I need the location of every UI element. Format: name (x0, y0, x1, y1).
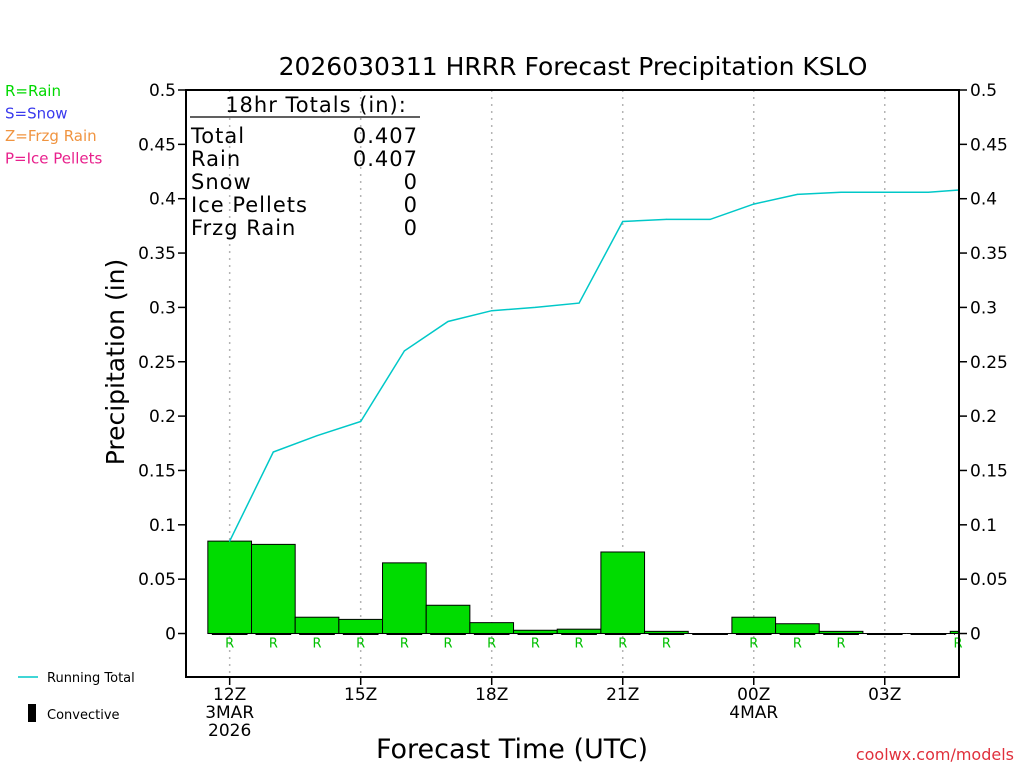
totals-row-label: Total (190, 124, 245, 148)
convective-legend-swatch (28, 704, 36, 722)
y-tick-label-right: 0.2 (970, 407, 997, 427)
y-axis-label: Precipitation (in) (101, 259, 130, 466)
y-tick-label-right: 0.3 (970, 298, 997, 318)
running-total-point (796, 193, 799, 195)
precip-bar (425, 604, 471, 635)
x-tick-label: 12Z (213, 685, 246, 705)
totals-row-label: Ice Pellets (191, 193, 308, 217)
y-tick-label-left: 0.05 (138, 570, 176, 590)
y-tick-label-right: 0.45 (970, 135, 1008, 155)
running-total-point (927, 191, 930, 193)
precip-type-label: R (312, 637, 321, 652)
x-tick-label: 3MAR (205, 703, 254, 723)
precip-bar (600, 551, 646, 635)
running-total-point (491, 310, 493, 312)
totals-row-value: 0.407 (353, 124, 418, 148)
precip-type-label: R (225, 637, 234, 652)
running-total-point (709, 218, 711, 220)
totals-row-label: Snow (191, 170, 252, 194)
running-total-point (534, 306, 536, 309)
x-tick-label: 00Z (737, 685, 770, 705)
running-total-legend-label: Running Total (47, 671, 135, 686)
precip-bar (294, 616, 340, 635)
y-tick-label-right: 0 (970, 625, 981, 645)
y-tick-label-left: 0.2 (149, 407, 176, 427)
precip-type-label: R (269, 637, 278, 652)
x-tick-label: 4MAR (729, 703, 778, 723)
precip-type-label: R (487, 637, 496, 652)
precip-bar (382, 562, 427, 635)
running-total-point (272, 451, 274, 453)
totals-row-value: 0 (404, 193, 418, 217)
y-tick-label-right: 0.1 (970, 516, 997, 536)
precip-type-legend-item: Z=Frzg Rain (5, 127, 97, 145)
y-tick-label-right: 0.4 (970, 190, 997, 210)
precip-type-label: R (793, 637, 802, 652)
chart-title: 2026030311 HRRR Forecast Precipitation K… (279, 52, 868, 81)
x-axis-label: Forecast Time (UTC) (376, 734, 648, 765)
x-tick-label: 21Z (606, 685, 639, 705)
running-total-point (447, 320, 449, 323)
precip-type-label: R (749, 637, 758, 652)
precip-type-legend-item: P=Ice Pellets (5, 150, 102, 168)
y-tick-label-left: 0.35 (138, 244, 176, 264)
totals-row-value: 0.407 (353, 147, 418, 171)
y-tick-label-right: 0.35 (970, 244, 1008, 264)
totals-row-label: Rain (191, 147, 241, 171)
y-tick-label-left: 0 (165, 625, 176, 645)
precip-type-label: R (618, 637, 627, 652)
running-total-point (884, 191, 886, 193)
precip-type-label: R (662, 637, 671, 652)
y-tick-label-left: 0.5 (149, 81, 176, 101)
x-tick-label: 18Z (475, 685, 508, 705)
precip-bar (338, 618, 384, 635)
x-tick-label: 03Z (868, 685, 901, 705)
precip-type-legend-item: R=Rain (5, 82, 61, 100)
precip-bar (775, 623, 820, 635)
running-total-point (622, 220, 624, 223)
running-total-point (753, 203, 755, 205)
totals-row-label: Frzg Rain (191, 216, 296, 240)
y-tick-label-right: 0.5 (970, 81, 997, 101)
y-tick-label-right: 0.25 (970, 353, 1008, 373)
precip-bar (207, 540, 253, 635)
y-tick-label-left: 0.1 (149, 516, 176, 536)
credit-text: coolwx.com/models (856, 745, 1014, 764)
y-tick-label-left: 0.15 (138, 461, 176, 481)
running-total-point (360, 420, 362, 423)
precip-bar (469, 622, 515, 635)
convective-legend-label: Convective (47, 708, 120, 723)
totals-row-value: 0 (404, 216, 418, 240)
precip-type-label: R (531, 637, 540, 652)
precip-bar (731, 616, 777, 635)
x-tick-label: 15Z (344, 685, 377, 705)
running-total-point (229, 540, 231, 542)
totals-row-value: 0 (404, 170, 418, 194)
running-total-point (403, 350, 405, 352)
running-total-point (840, 191, 842, 193)
running-total-point (665, 218, 667, 220)
y-tick-label-left: 0.3 (149, 298, 176, 318)
plot-frame (185, 89, 960, 678)
y-tick-label-left: 0.45 (138, 135, 176, 155)
running-total-line (229, 189, 960, 542)
precip-type-legend-item: S=Snow (5, 105, 68, 123)
y-tick-label-left: 0.25 (138, 353, 176, 373)
running-total-point (578, 302, 580, 304)
precip-type-label: R (356, 637, 365, 652)
y-tick-label-left: 0.4 (149, 190, 176, 210)
y-tick-label-right: 0.15 (970, 461, 1008, 481)
precip-type-label: R (837, 637, 846, 652)
y-tick-label-right: 0.05 (970, 570, 1008, 590)
totals-heading: 18hr Totals (in): (225, 93, 407, 117)
precip-type-label: R (444, 637, 453, 652)
precip-bar (556, 628, 602, 635)
precip-type-label: R (400, 637, 409, 652)
x-tick-label: 2026 (208, 721, 251, 741)
precip-bar (251, 543, 296, 635)
precip-type-label: R (575, 637, 584, 652)
running-total-point (316, 435, 318, 437)
